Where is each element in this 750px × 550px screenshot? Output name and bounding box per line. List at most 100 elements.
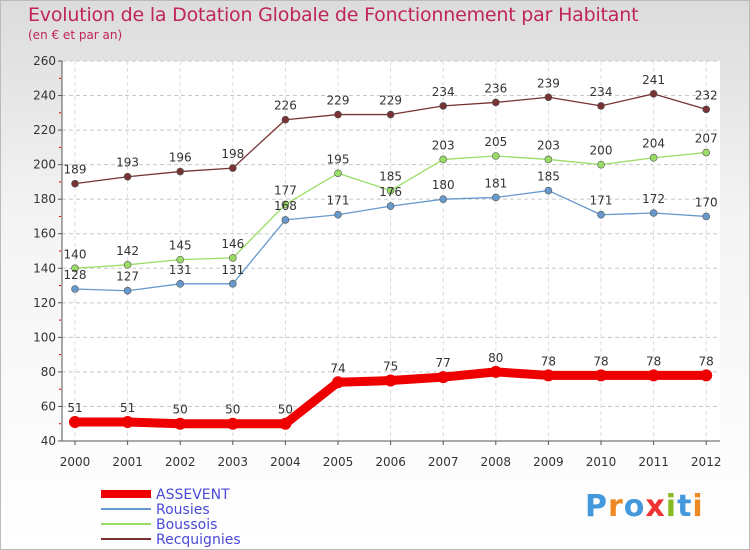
data-point-assevent (384, 374, 397, 387)
data-point-recquignies (176, 167, 184, 176)
data-label-rousies: 128 (64, 268, 87, 282)
data-point-assevent (595, 369, 607, 382)
data-label-assevent: 78 (699, 354, 714, 368)
data-point-rousies (702, 212, 711, 221)
data-label-assevent: 51 (67, 401, 82, 415)
data-point-rousies (439, 195, 448, 203)
data-label-boussois: 203 (537, 138, 560, 152)
data-point-assevent (69, 416, 81, 428)
y-tick-label: 60 (41, 399, 56, 413)
data-point-recquignies (702, 105, 711, 114)
data-label-rousies: 185 (537, 170, 560, 184)
x-tick-label: 2002 (165, 455, 196, 469)
data-point-recquignies (386, 110, 395, 119)
data-label-rousies: 171 (327, 194, 350, 208)
data-point-recquignies (334, 110, 342, 119)
logo-letter: i (692, 489, 704, 524)
data-label-boussois: 207 (695, 132, 718, 146)
data-point-assevent (174, 417, 187, 430)
data-point-boussois (491, 152, 500, 160)
data-point-assevent (647, 369, 660, 382)
y-tick-label: 80 (41, 365, 56, 379)
data-point-recquignies (597, 102, 605, 110)
data-label-rousies: 180 (432, 178, 455, 192)
x-tick-label: 2005 (323, 455, 354, 469)
data-label-boussois: 177 (274, 183, 297, 197)
y-tick-label: 220 (33, 123, 56, 137)
data-label-boussois: 200 (590, 144, 613, 158)
data-point-assevent (121, 416, 134, 428)
data-label-boussois: 204 (642, 137, 665, 151)
data-point-boussois (439, 155, 448, 164)
data-label-boussois: 203 (432, 138, 455, 152)
data-label-boussois: 140 (64, 247, 87, 261)
data-point-rousies (334, 210, 342, 219)
data-point-recquignies (491, 98, 500, 107)
data-point-assevent (437, 371, 450, 384)
y-tick-label: 260 (33, 54, 56, 68)
data-label-rousies: 127 (116, 270, 139, 284)
data-label-rousies: 131 (221, 263, 244, 277)
x-tick-label: 2008 (481, 455, 512, 469)
y-tick-label: 40 (41, 434, 56, 448)
x-tick-label: 2003 (218, 455, 249, 469)
data-label-recquignies: 239 (537, 76, 560, 90)
data-point-boussois (176, 255, 184, 264)
logo-letter: t (677, 489, 693, 524)
data-label-boussois: 185 (379, 170, 402, 184)
data-label-boussois: 146 (221, 237, 244, 251)
data-label-assevent: 50 (225, 403, 240, 417)
data-label-recquignies: 236 (484, 81, 507, 95)
y-tick-label: 180 (33, 192, 56, 206)
x-tick-label: 2001 (112, 455, 143, 469)
data-label-recquignies: 226 (274, 99, 297, 113)
data-point-rousies (544, 186, 553, 195)
x-tick-label: 2012 (691, 455, 722, 469)
data-label-assevent: 78 (646, 354, 661, 368)
data-point-rousies (71, 285, 79, 293)
data-label-rousies: 168 (274, 199, 297, 213)
data-label-assevent: 51 (120, 401, 135, 415)
data-point-boussois (702, 148, 711, 157)
proxiti-logo: Proxiti (585, 489, 704, 524)
data-label-rousies: 176 (379, 185, 402, 199)
data-label-recquignies: 234 (590, 85, 613, 99)
data-label-assevent: 75 (383, 360, 398, 374)
logo-letter: i (665, 489, 678, 524)
x-tick-label: 2006 (375, 455, 406, 469)
data-label-assevent: 80 (488, 351, 503, 365)
data-label-rousies: 131 (169, 263, 192, 277)
data-point-assevent (226, 417, 239, 430)
data-point-recquignies (439, 102, 448, 110)
data-label-assevent: 78 (541, 354, 556, 368)
legend-label-boussois: Boussois (156, 517, 217, 533)
x-tick-label: 2007 (428, 455, 459, 469)
data-label-recquignies: 189 (64, 163, 87, 177)
data-point-assevent (332, 376, 344, 389)
data-label-assevent: 78 (593, 354, 608, 368)
chart-subtitle: (en € et par an) (28, 28, 123, 42)
data-point-assevent (279, 417, 292, 430)
data-label-boussois: 195 (327, 152, 350, 166)
data-point-boussois (123, 261, 132, 269)
legend-label-rousies: Rousies (156, 502, 210, 518)
data-label-boussois: 205 (484, 135, 507, 149)
data-label-recquignies: 196 (169, 151, 192, 165)
data-point-assevent (700, 369, 713, 382)
data-label-assevent: 74 (330, 361, 345, 375)
y-tick-label: 120 (33, 296, 56, 310)
data-point-boussois (386, 186, 395, 195)
logo-letter: r (608, 489, 624, 524)
y-tick-label: 100 (33, 330, 56, 344)
x-tick-label: 2000 (60, 455, 91, 469)
data-label-boussois: 142 (116, 244, 139, 258)
y-tick-label: 200 (33, 158, 56, 172)
data-point-recquignies (649, 90, 658, 98)
data-point-boussois (649, 153, 658, 162)
data-label-recquignies: 198 (221, 147, 244, 161)
x-tick-label: 2011 (638, 455, 669, 469)
data-label-recquignies: 229 (379, 94, 402, 108)
data-point-rousies (386, 202, 395, 210)
data-point-rousies (229, 280, 237, 288)
